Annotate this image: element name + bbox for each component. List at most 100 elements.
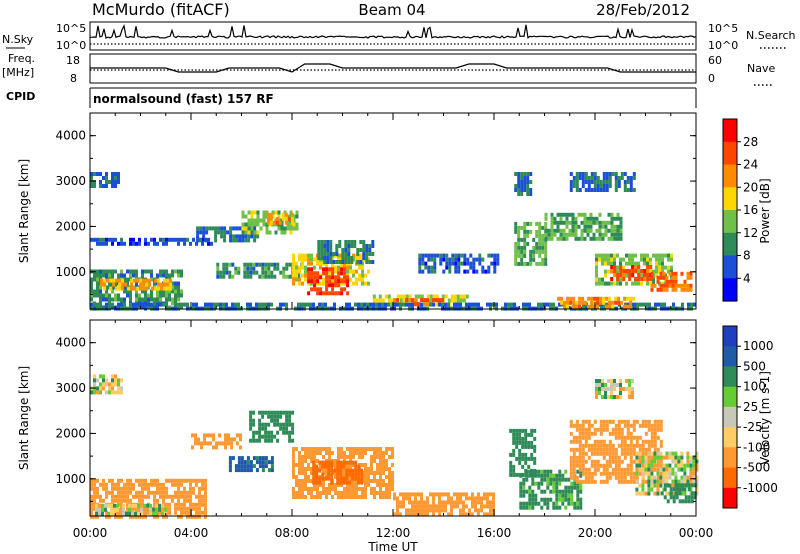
data-cell [538,261,542,266]
data-cell [220,226,224,231]
data-cell [99,241,102,246]
data-cell [273,274,277,279]
data-cell [105,302,108,307]
data-cell [583,212,587,217]
data-cell [350,260,354,264]
data-cell [261,464,265,469]
data-cell [276,410,280,415]
data-cell [204,510,207,515]
data-cell [340,279,344,284]
data-cell [626,451,630,456]
data-cell [347,260,351,264]
data-cell [619,383,622,387]
data-cell [90,289,93,294]
data-cell [147,494,150,499]
data-cell [447,500,450,505]
data-cell [632,419,636,424]
data-cell [258,430,262,435]
data-cell [614,180,618,184]
data-cell [575,463,579,468]
data-cell [298,467,301,471]
data-cell [598,253,601,258]
data-cell [530,452,534,457]
data-cell [276,262,280,267]
data-cell [659,427,663,432]
data-cell [572,467,576,472]
data-cell [328,447,331,451]
data-cell [613,281,616,286]
data-cell [625,281,628,286]
data-cell [540,469,544,474]
data-cell [439,253,443,258]
data-cell [448,269,452,274]
data-cell [117,378,120,383]
data-cell [435,294,439,299]
data-cell [352,269,355,274]
data-cell [602,427,606,432]
data-cell [647,455,651,460]
data-cell [617,427,621,432]
data-cell [231,262,235,267]
data-cell [358,273,361,278]
data-cell [321,302,324,307]
data-cell [634,265,638,269]
data-cell [307,447,310,451]
data-cell [671,491,675,496]
data-cell [135,302,138,307]
data-cell [661,269,664,274]
data-cell [174,506,177,511]
data-cell [90,184,93,188]
data-cell [361,463,364,467]
data-cell [466,261,470,266]
data-cell [317,248,321,252]
data-cell [465,492,468,497]
data-cell [572,296,576,301]
data-cell [250,214,254,219]
data-cell [104,503,107,508]
data-cell [186,490,189,495]
data-cell [171,285,174,290]
data-cell [371,252,375,256]
data-cell [574,236,578,241]
data-cell [570,497,574,502]
data-cell [119,511,122,516]
data-cell [672,302,675,307]
data-cell [664,253,667,258]
data-cell [325,291,329,296]
data-cell [111,390,114,395]
data-cell [541,245,545,250]
data-cell [638,463,642,468]
data-cell [370,459,373,463]
data-cell [614,471,618,476]
data-cell [445,265,449,270]
data-cell [644,455,648,460]
data-cell [637,265,641,269]
data-cell [147,305,150,310]
data-cell [662,455,666,460]
data-cell [349,265,352,270]
data-cell [619,228,623,233]
data-cell [611,431,615,436]
data-cell [317,240,321,244]
data-cell [273,414,277,419]
data-cell [564,489,568,494]
data-cell [572,435,576,440]
colorbar-tick-label: 28 [743,135,758,149]
data-cell [267,430,271,435]
data-cell [686,283,690,288]
data-cell [382,471,385,475]
data-cell [631,261,634,266]
data-cell [532,249,536,254]
data-cell [309,302,312,307]
data-cell [601,379,604,383]
data-cell [493,265,497,270]
data-cell [690,495,694,500]
data-cell [261,468,265,473]
data-cell [514,245,518,250]
data-cell [535,241,539,246]
data-cell [343,495,346,499]
data-cell [358,257,361,262]
data-cell [372,302,375,307]
data-cell [616,269,619,274]
data-cell [339,480,343,485]
